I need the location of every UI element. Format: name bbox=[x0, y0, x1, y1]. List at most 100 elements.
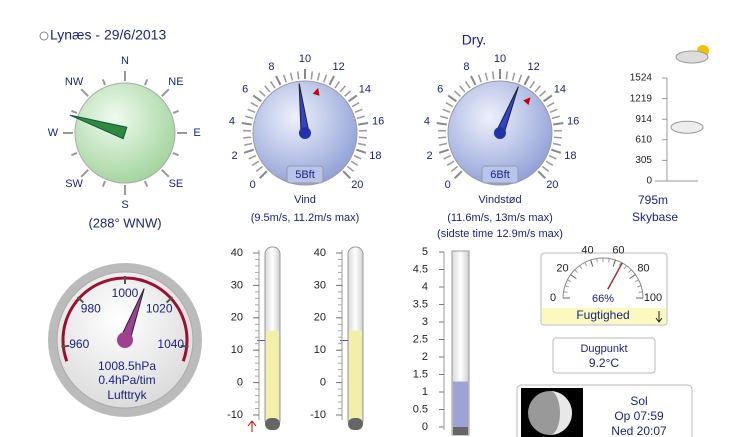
humidity-box bbox=[540, 252, 668, 326]
minor-tick bbox=[567, 279, 572, 283]
title: Lynæs - 29/6/2013 bbox=[50, 27, 166, 43]
minor-tick bbox=[243, 136, 252, 139]
minor-tick bbox=[353, 154, 362, 160]
minor-tick bbox=[296, 71, 300, 80]
minor-tick bbox=[579, 265, 583, 270]
minor-tick bbox=[505, 71, 509, 80]
tick-label: 0 bbox=[250, 179, 256, 191]
tick-label: 914 bbox=[635, 114, 652, 125]
minor-tick bbox=[552, 142, 561, 146]
minor-tick bbox=[546, 102, 555, 108]
tick bbox=[356, 148, 367, 154]
tick-label: 0 bbox=[646, 176, 652, 187]
compass-label: NW bbox=[65, 76, 84, 88]
minor-tick bbox=[244, 142, 253, 146]
dewpoint-box bbox=[552, 337, 656, 374]
hub bbox=[494, 127, 506, 139]
compass-label: N bbox=[121, 55, 129, 67]
tick-label: 40 bbox=[314, 247, 326, 259]
compass-tick bbox=[161, 169, 170, 178]
tick bbox=[537, 170, 546, 179]
tick-label: 3.5 bbox=[413, 298, 428, 310]
tick-label: 60 bbox=[612, 244, 624, 256]
minor-tick bbox=[453, 90, 461, 97]
tick bbox=[454, 170, 463, 179]
minor-tick bbox=[529, 81, 536, 89]
minor-tick bbox=[358, 136, 367, 139]
minor-tick bbox=[511, 72, 516, 81]
tick-label: 5 bbox=[422, 246, 428, 258]
tick-label: 0 bbox=[422, 421, 428, 433]
minor-tick bbox=[351, 102, 360, 108]
minor-tick bbox=[549, 108, 558, 114]
tick-label: 80 bbox=[637, 263, 649, 275]
minor-tick bbox=[553, 136, 562, 139]
minor-tick bbox=[356, 115, 365, 120]
tick-label: 0.5 bbox=[413, 403, 428, 415]
mercury bbox=[349, 330, 362, 420]
minor-tick bbox=[541, 165, 550, 172]
tick-label: 40 bbox=[581, 244, 593, 256]
cloud-icon bbox=[670, 120, 704, 134]
minor-tick bbox=[484, 72, 489, 81]
sun-title: Sol bbox=[630, 394, 647, 408]
minor-tick bbox=[282, 74, 288, 83]
bulb bbox=[265, 418, 280, 430]
tick bbox=[180, 344, 189, 348]
compass-tick bbox=[71, 151, 78, 157]
sunset: Ned 20:07 bbox=[611, 424, 667, 437]
tick-label: 2 bbox=[232, 150, 238, 162]
tick-label: 4.5 bbox=[413, 263, 428, 275]
tick-label: 12 bbox=[527, 61, 539, 73]
tick-label: 0 bbox=[445, 179, 451, 191]
gauge-label: Vindstød bbox=[478, 194, 521, 206]
bft-box bbox=[481, 165, 519, 184]
tick-label: 1 bbox=[422, 386, 428, 398]
minor-tick bbox=[545, 160, 554, 167]
minor-tick bbox=[439, 142, 448, 146]
tick bbox=[523, 75, 530, 86]
compass-label: W bbox=[48, 127, 59, 139]
caption: (11.6m/s, 13m/s max) bbox=[447, 212, 553, 224]
tick-label: 20 bbox=[546, 179, 558, 191]
tick-label: 4 bbox=[229, 115, 235, 127]
tick-label: 980 bbox=[81, 301, 101, 315]
minor-tick bbox=[255, 165, 264, 172]
tick-label: 2 bbox=[427, 150, 433, 162]
tick bbox=[436, 122, 447, 126]
minor-tick bbox=[248, 154, 257, 160]
compass-tick bbox=[71, 109, 78, 115]
tick-label: 1040 bbox=[157, 337, 184, 351]
tick bbox=[243, 148, 254, 154]
tick-label: 4 bbox=[424, 115, 430, 127]
minor-tick bbox=[638, 291, 643, 293]
bft-box bbox=[286, 165, 324, 184]
tick-label: 8 bbox=[463, 61, 469, 73]
tick bbox=[358, 122, 369, 126]
tick bbox=[590, 259, 594, 267]
minor-tick bbox=[251, 160, 260, 167]
minor-tick bbox=[354, 108, 363, 114]
minor-tick bbox=[440, 115, 449, 120]
tick-label: 30 bbox=[314, 279, 326, 291]
tick bbox=[438, 148, 449, 154]
minor-tick bbox=[247, 108, 256, 114]
humidity-needle bbox=[607, 262, 623, 290]
label: Fugtighed bbox=[576, 308, 629, 322]
tick bbox=[328, 75, 335, 86]
tick-label: 10 bbox=[299, 53, 311, 65]
minor-tick bbox=[574, 269, 578, 273]
minor-tick bbox=[477, 74, 483, 83]
tick-label: 16 bbox=[567, 115, 579, 127]
moon-lit bbox=[550, 391, 572, 435]
tick-label: 10 bbox=[231, 344, 243, 356]
tick-label: 16 bbox=[372, 115, 384, 127]
tick-label: 1219 bbox=[630, 93, 653, 104]
tick bbox=[629, 274, 636, 280]
minor-tick bbox=[517, 74, 523, 83]
dewpoint-value: 9.2°C bbox=[589, 356, 619, 370]
rain-base bbox=[453, 427, 468, 435]
compass-tick bbox=[172, 109, 179, 115]
tick bbox=[61, 344, 70, 348]
minor-tick bbox=[491, 71, 495, 80]
